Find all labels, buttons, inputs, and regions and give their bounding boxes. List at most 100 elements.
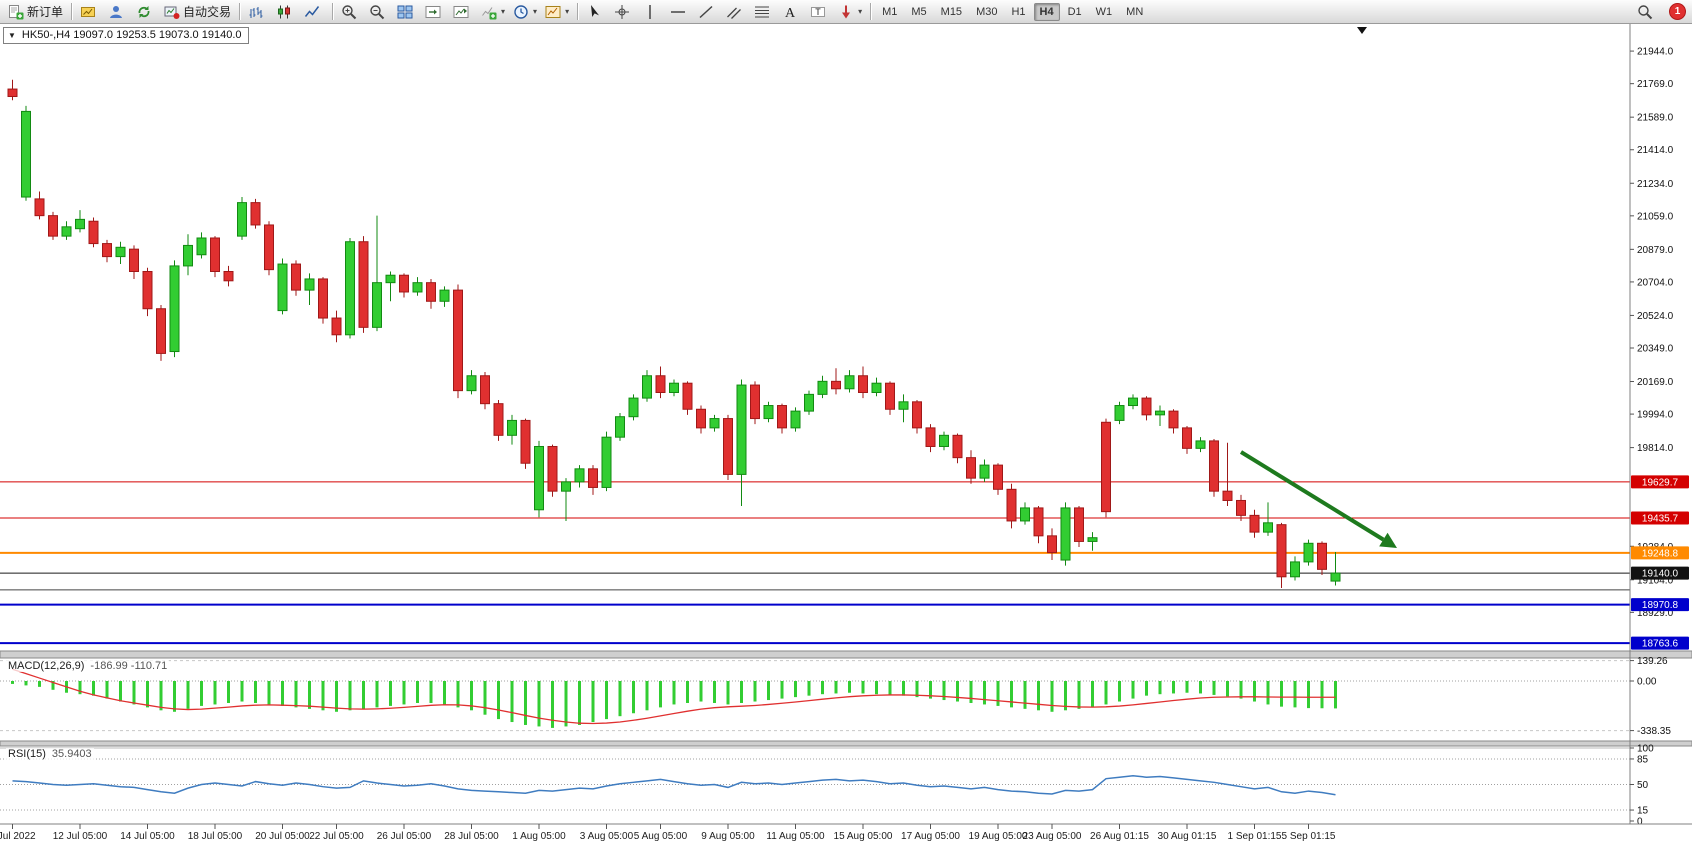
fibo-button[interactable] [750,1,778,23]
chevron-down-icon: ▾ [858,7,863,16]
pane-splitter[interactable] [0,740,1692,747]
svg-text:23 Aug 05:00: 23 Aug 05:00 [1023,831,1082,842]
hline-button[interactable] [666,1,694,23]
candle [574,468,585,483]
svg-text:22 Jul 05:00: 22 Jul 05:00 [309,831,364,842]
price-axis[interactable]: 21944.0 21769.0 21589.0 21414.0 21234.0 21059… [1629,24,1689,828]
refresh-button[interactable] [132,1,160,23]
candle [601,436,612,488]
candle [520,419,531,464]
cursor-button[interactable] [582,1,610,23]
candle [993,464,1003,490]
channel-button[interactable] [722,1,750,23]
label-button[interactable]: T [806,1,834,23]
timeframe-button-h1[interactable]: H1 [1011,5,1026,18]
svg-text:19 Aug 05:00: 19 Aug 05:00 [969,831,1028,842]
refresh-icon [136,4,152,20]
candlestick-button[interactable] [272,1,300,23]
zoom-in-button[interactable] [337,1,365,23]
label-icon: T [810,4,826,20]
vline-button[interactable] [638,1,666,23]
chart-title-overlay: ▼ HK50-,H4 19097.0 19253.5 19073.0 19140… [3,27,249,44]
chevron-down-icon: ▾ [565,7,570,16]
candle [250,202,261,226]
candle [628,397,639,418]
new-order-button[interactable]: 新订单 [4,1,67,23]
pane-splitter[interactable] [0,650,1692,659]
notification-badge[interactable]: 1 [1669,3,1686,20]
candle [858,375,868,394]
svg-text:15 Aug 05:00: 15 Aug 05:00 [834,831,893,842]
timeframe-button-d1[interactable]: D1 [1067,5,1082,18]
tile-windows-button[interactable] [393,1,421,23]
time-axis[interactable]: 8 Jul 2022 12 Jul 05:00 14 Jul 05:00 18 Jul… [0,823,1692,842]
candle [183,244,193,267]
trend-arrow-annotation[interactable] [1239,450,1397,548]
candle [547,445,558,492]
candle [1317,542,1327,570]
indicators-button[interactable]: ▾ [477,1,509,23]
candle [642,375,652,399]
horizontal-level-lines[interactable] [0,481,1630,645]
timeframe-button-m1[interactable]: M1 [882,5,898,18]
candle [318,278,328,319]
candle [48,215,58,237]
crosshair-button[interactable] [610,1,638,23]
chart-canvas[interactable]: 21944.0 21769.0 21589.0 21414.0 21234.0 21059… [0,24,1692,846]
chart-shift-button[interactable] [421,1,449,23]
candle [1222,490,1233,501]
autotrading-button[interactable]: 自动交易 [160,1,235,23]
periods-button[interactable]: ▾ [509,1,541,23]
line-chart-button[interactable] [300,1,328,23]
market-watch-button[interactable] [76,1,104,23]
templates-button[interactable]: ▾ [541,1,573,23]
candle [615,416,625,438]
candle [291,263,301,291]
toolbar-separator [332,3,334,20]
candle [763,405,774,420]
timeframe-button-m5[interactable]: M5 [911,5,927,18]
toolbar-separator [71,3,73,20]
candle [223,270,234,282]
svg-text:19629.7: 19629.7 [1642,477,1679,488]
chart-menu-arrow-icon[interactable]: ▼ [8,30,16,40]
price-badge: 19248.8 [1631,546,1689,560]
candle [682,382,693,410]
candle [952,434,963,459]
hline-icon [670,4,686,20]
candle [561,481,571,492]
timeframe-button-m30[interactable]: M30 [976,5,998,18]
svg-text:19140.0: 19140.0 [1642,569,1679,580]
candle [1101,421,1111,513]
chart-shift-marker[interactable] [1357,27,1367,34]
bar-chart-button[interactable] [244,1,272,23]
timeframe-button-w1[interactable]: W1 [1095,5,1113,18]
svg-text:1 Sep 01:15: 1 Sep 01:15 [1228,831,1282,842]
macd-pane [0,660,1630,732]
auto-scroll-button[interactable] [449,1,477,23]
macd-signal-line [12,668,1336,725]
arrows-button[interactable]: ▾ [834,1,866,23]
svg-text:21944.0: 21944.0 [1637,47,1674,58]
candle [466,375,477,392]
svg-text:14 Jul 05:00: 14 Jul 05:00 [120,831,175,842]
candle [925,427,936,447]
price-badge: 18763.6 [1631,636,1689,650]
candle [1074,507,1084,542]
candle [534,445,544,511]
text-button[interactable]: A [778,1,806,23]
candle [696,408,706,429]
candle [385,274,396,284]
chart-shift-icon [425,4,441,20]
timeframe-button-h4[interactable]: H4 [1033,2,1060,21]
zoom-out-button[interactable] [365,1,393,23]
svg-text:0: 0 [1637,817,1643,828]
trendline-button[interactable] [694,1,722,23]
search-button[interactable] [1633,1,1661,23]
candlestick-series[interactable] [7,79,1341,588]
candle [736,384,747,475]
candle [21,110,31,198]
timeframe-button-mn[interactable]: MN [1126,5,1144,18]
timeframe-button-m15[interactable]: M15 [940,5,963,18]
profile-button[interactable] [104,1,132,23]
